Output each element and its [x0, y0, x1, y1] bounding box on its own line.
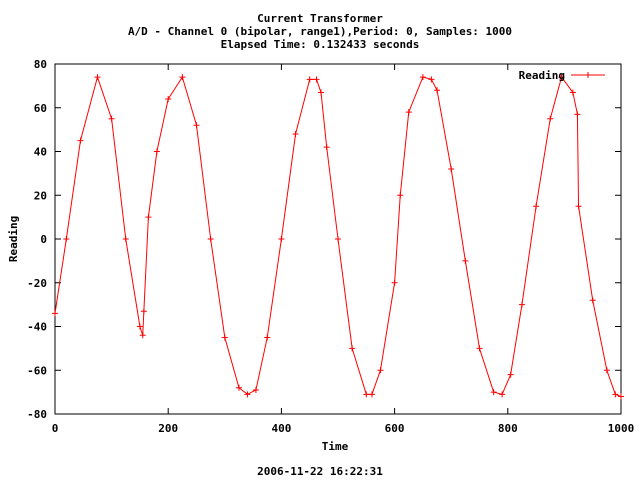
data-point-marker	[419, 74, 426, 81]
data-point-marker	[318, 89, 325, 96]
data-point-marker	[323, 144, 330, 151]
data-point-marker	[612, 391, 619, 398]
y-tick-label: -80	[27, 408, 47, 421]
legend-marker	[585, 72, 591, 78]
series-group	[52, 74, 624, 400]
data-point-marker	[313, 76, 320, 83]
data-point-marker	[428, 76, 435, 83]
data-point-marker	[153, 148, 160, 155]
data-point-marker	[575, 203, 582, 210]
data-point-marker	[136, 323, 143, 330]
data-point-marker	[391, 279, 398, 286]
data-point-marker	[335, 236, 341, 242]
data-point-marker	[434, 87, 441, 94]
timestamp-footer: 2006-11-22 16:22:31	[257, 465, 383, 478]
data-point-marker	[278, 236, 285, 242]
chart-title-line-1: Current Transformer	[257, 12, 383, 25]
data-point-marker	[52, 310, 58, 317]
y-tick-label: -40	[27, 321, 47, 334]
data-point-marker	[589, 297, 596, 304]
data-point-marker	[490, 389, 497, 396]
data-point-marker	[77, 137, 84, 144]
data-point-marker	[252, 386, 259, 393]
chart-title-line-3: Elapsed Time: 0.132433 seconds	[220, 38, 420, 51]
data-point-marker	[122, 236, 129, 242]
data-point-marker	[94, 74, 101, 81]
x-axis-label: Time	[322, 440, 349, 453]
y-axis-label: Reading	[7, 216, 20, 262]
data-point-marker	[368, 391, 375, 398]
y-tick-label: 60	[34, 102, 47, 115]
data-point-marker	[547, 115, 554, 122]
data-point-marker	[558, 74, 565, 81]
data-point-marker	[63, 236, 70, 242]
data-point-marker	[207, 236, 214, 242]
data-point-marker	[140, 308, 147, 315]
x-tick-label: 600	[385, 422, 405, 435]
data-point-marker	[462, 257, 469, 264]
legend-label: Reading	[519, 69, 565, 82]
y-tick-label: 0	[40, 233, 47, 246]
data-point-marker	[377, 367, 384, 374]
data-point-marker	[405, 109, 412, 116]
data-point-marker	[179, 74, 186, 81]
data-point-marker	[603, 367, 610, 374]
x-tick-label: 200	[158, 422, 178, 435]
data-point-marker	[193, 122, 200, 129]
data-point-marker	[533, 203, 540, 210]
data-point-marker	[448, 166, 455, 172]
y-tick-label: -20	[27, 277, 47, 290]
x-tick-label: 1000	[608, 422, 635, 435]
data-point-marker	[507, 371, 514, 378]
data-point-marker	[292, 131, 299, 137]
data-point-marker	[499, 391, 506, 398]
data-point-marker	[363, 391, 370, 398]
y-tick-label: 80	[34, 58, 47, 71]
data-point-marker	[221, 334, 228, 341]
x-tick-label: 800	[498, 422, 518, 435]
data-point-marker	[574, 111, 581, 118]
x-tick-label: 0	[52, 422, 59, 435]
y-tick-label: -60	[27, 364, 47, 377]
data-point-marker	[569, 89, 576, 96]
data-point-marker	[349, 345, 356, 352]
data-point-marker	[244, 391, 251, 398]
chart-title-line-2: A/D - Channel 0 (bipolar, range1),Period…	[127, 25, 513, 38]
series-line	[54, 75, 622, 397]
data-point-marker	[264, 334, 271, 341]
legend: Reading	[519, 69, 605, 82]
data-point-marker	[235, 384, 242, 391]
y-tick-label: 40	[34, 146, 47, 159]
data-point-marker	[108, 115, 115, 122]
data-point-marker	[306, 76, 313, 83]
data-point-marker	[618, 393, 624, 400]
data-point-marker	[518, 301, 525, 308]
y-tick-label: 20	[34, 189, 47, 202]
data-point-marker	[476, 345, 483, 352]
data-point-marker	[139, 332, 146, 339]
x-tick-label: 400	[271, 422, 291, 435]
data-point-marker	[145, 214, 152, 221]
data-point-marker	[165, 96, 172, 102]
data-point-marker	[397, 192, 404, 199]
